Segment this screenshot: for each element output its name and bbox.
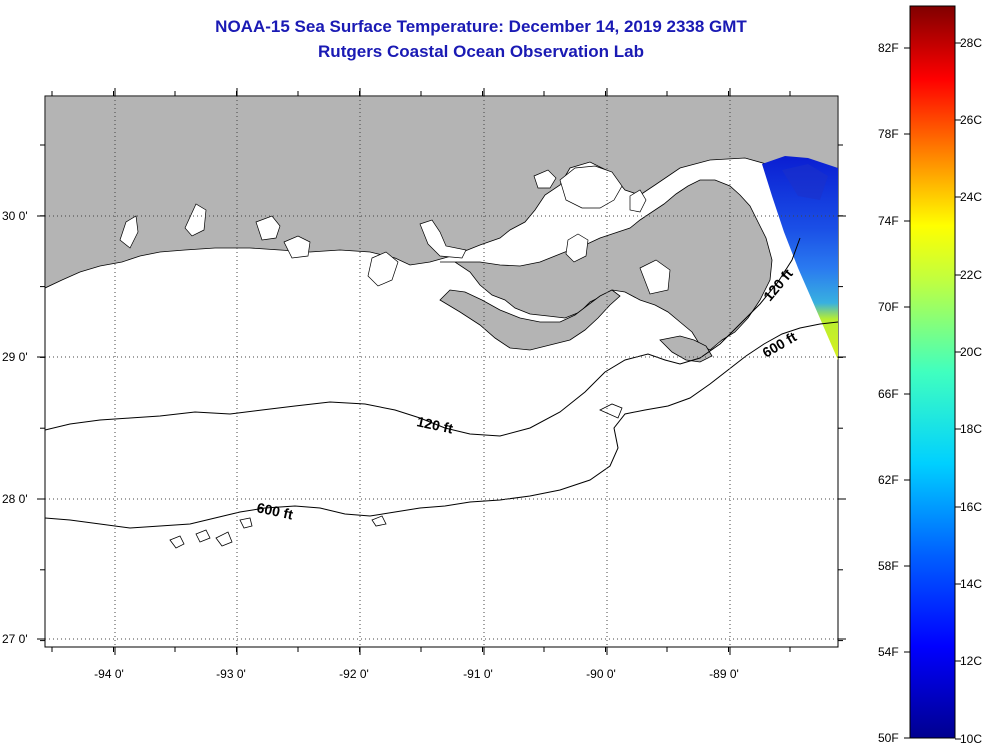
contour-120ft <box>45 237 801 437</box>
map-subtitle: Rutgers Coastal Ocean Observation Lab <box>318 42 644 61</box>
colorbar-f-label: 70F <box>878 300 899 314</box>
colorbar-c-label: 24C <box>960 190 982 204</box>
colorbar-labels: 82F 78F 74F 70F 66F 62F 58F 54F 50F 28C 26C 24C 22C 2… <box>878 36 982 746</box>
graticule <box>45 96 838 647</box>
colorbar-f-label: 62F <box>878 473 899 487</box>
colorbar-f-label: 58F <box>878 559 899 573</box>
lon-label-2: -92 0' <box>339 667 369 681</box>
colorbar-c-label: 18C <box>960 422 982 436</box>
colorbar-c-label: 22C <box>960 268 982 282</box>
lat-label-2: 28 0' <box>2 492 28 506</box>
contour-label-120ft: 120 ft <box>415 413 454 436</box>
colorbar-f-label: 78F <box>878 127 899 141</box>
colorbar-f-label: 66F <box>878 387 899 401</box>
lat-label-0: 30 0' <box>2 209 28 223</box>
lat-label-3: 27 0' <box>2 632 28 646</box>
colorbar-f-label: 50F <box>878 731 899 745</box>
colorbar-c-label: 20C <box>960 345 982 359</box>
axis-ticks: -94 0' -93 0' -92 0' -91 0' -90 0' -89 0' 30 0… <box>2 88 846 681</box>
colorbar-scale <box>909 5 956 739</box>
contour-600ft <box>45 321 838 529</box>
lon-label-4: -90 0' <box>586 667 616 681</box>
lon-label-1: -93 0' <box>216 667 246 681</box>
colorbar-f-label: 74F <box>878 214 899 228</box>
colorbar-c-label: 10C <box>960 732 982 746</box>
map-title: NOAA-15 Sea Surface Temperature: Decembe… <box>215 17 747 36</box>
colorbar-c-label: 16C <box>960 500 982 514</box>
land-mass <box>45 96 838 289</box>
colorbar-c-label: 14C <box>960 577 982 591</box>
lon-label-3: -91 0' <box>463 667 493 681</box>
contour-label-600ft: 600 ft <box>255 499 294 522</box>
colorbar-f-label: 54F <box>878 645 899 659</box>
colorbar-c-label: 12C <box>960 654 982 668</box>
colorbar-c-label: 26C <box>960 113 982 127</box>
lon-label-0: -94 0' <box>94 667 124 681</box>
colorbar-f-label: 82F <box>878 41 899 55</box>
sst-swath <box>762 156 838 360</box>
lat-label-1: 29 0' <box>2 350 28 364</box>
colorbar-c-label: 28C <box>960 36 982 50</box>
lon-label-5: -89 0' <box>709 667 739 681</box>
